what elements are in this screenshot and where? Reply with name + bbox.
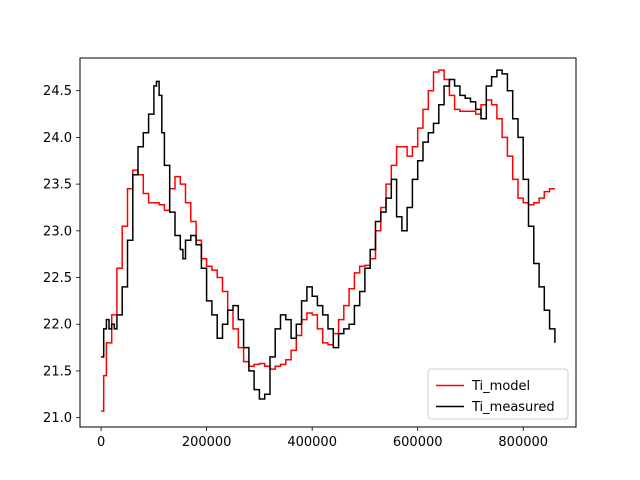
y-tick-label: 21.0 [43,411,72,426]
y-tick-label: 22.5 [43,271,72,286]
series-line-ti-model [101,69,555,412]
y-tick-label: 23.5 [43,178,72,193]
y-tick-label: 23.0 [43,224,72,239]
series-line-ti-measured [101,69,556,400]
legend-label-ti-model: Ti_model [471,379,530,394]
y-tick-label: 24.0 [43,131,72,146]
x-tick-label: 0 [97,435,105,450]
plot-frame [79,57,577,428]
series-layer [101,69,556,412]
y-tick-label: 22.0 [43,318,72,333]
x-tick-label: 200000 [182,435,232,450]
y-tick-label: 21.5 [43,364,72,379]
y-axis: 21.0 21.5 22.0 22.5 23.0 23.5 24.0 24.5 [43,84,80,426]
legend-label-ti-measured: Ti_measured [471,400,555,415]
x-axis: 0 200000 400000 600000 800000 [97,427,548,450]
legend: Ti_model Ti_measured [427,368,569,420]
x-tick-label: 400000 [287,435,337,450]
y-tick-label: 24.5 [43,84,72,99]
x-tick-label: 800000 [498,435,548,450]
x-tick-label: 600000 [393,435,443,450]
